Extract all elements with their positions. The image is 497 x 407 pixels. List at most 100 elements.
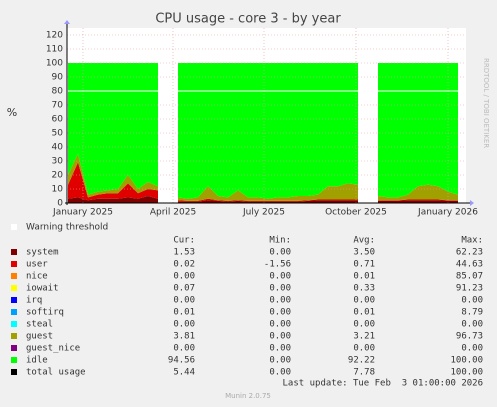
legend-name: total usage (26, 368, 86, 378)
y-tick-label: 120 (46, 31, 63, 41)
legend-value: 0.00 (173, 272, 195, 282)
legend-value: 0.00 (269, 296, 291, 306)
legend-value: 100.00 (450, 356, 483, 366)
area (378, 184, 458, 201)
legend-value: 0.33 (353, 284, 375, 294)
legend-swatch (11, 321, 17, 327)
legend-value: 3.21 (353, 332, 375, 342)
legend-name: guest_nice (26, 344, 80, 354)
legend-swatch (11, 357, 17, 363)
legend-value: 0.07 (173, 284, 195, 294)
axis-arrow (470, 200, 474, 206)
legend-value: 44.63 (456, 260, 483, 270)
legend-header: Max: (461, 236, 483, 246)
legend-header: Min: (269, 236, 291, 246)
legend-swatch (11, 297, 17, 303)
legend-value: 0.00 (353, 296, 375, 306)
legend-value: 94.56 (168, 356, 195, 366)
legend-value: 3.50 (353, 248, 375, 258)
last-update: Last update: Tue Feb 3 01:00:00 2026 (283, 379, 483, 389)
x-tick-label: January 2025 (52, 208, 113, 218)
legend-value: 0.00 (269, 248, 291, 258)
y-tick-label: 50 (52, 129, 64, 139)
legend-value: 91.23 (456, 284, 483, 294)
legend-value: 7.78 (353, 368, 375, 378)
legend-value: 8.79 (461, 308, 483, 318)
legend-value: 5.44 (173, 368, 195, 378)
legend-header: Cur: (173, 236, 195, 246)
y-tick-label: 60 (52, 115, 64, 125)
area (378, 199, 458, 201)
legend-value: -1.56 (264, 260, 291, 270)
legend-name: guest (26, 332, 53, 342)
legend-value: 85.07 (456, 272, 483, 282)
legend-swatch (11, 345, 17, 351)
legend-value: 0.00 (269, 320, 291, 330)
area (68, 196, 158, 203)
legend-value: 62.23 (456, 248, 483, 258)
legend-value: 96.73 (456, 332, 483, 342)
y-tick-label: 30 (52, 157, 64, 167)
legend-value: 0.01 (173, 308, 195, 318)
legend-value: 3.81 (173, 332, 195, 342)
legend-swatch (11, 369, 17, 375)
legend-header: Avg: (353, 236, 375, 246)
legend-swatch (11, 249, 17, 255)
legend-value: 0.02 (173, 260, 195, 270)
area (378, 63, 458, 198)
legend-name: irq (26, 296, 42, 306)
axis-arrow (64, 20, 70, 24)
legend-value: 92.22 (348, 356, 375, 366)
legend-value: 0.00 (461, 344, 483, 354)
y-tick-label: 70 (52, 101, 64, 111)
legend-name: nice (26, 272, 48, 282)
legend-value: 0.00 (353, 320, 375, 330)
area (178, 198, 358, 202)
watermark: RRDTOOL / TOBI OETIKER (482, 58, 490, 148)
legend-name: steal (26, 320, 53, 330)
legend-value: 0.00 (173, 296, 195, 306)
legend-value: 0.00 (461, 320, 483, 330)
legend-value: 0.00 (269, 284, 291, 294)
area (68, 63, 158, 195)
legend-value: 0.00 (269, 332, 291, 342)
y-tick-label: 110 (46, 45, 63, 55)
legend-value: 0.00 (269, 272, 291, 282)
y-tick-label: 40 (52, 143, 64, 153)
legend-swatch (11, 273, 17, 279)
y-axis-label: % (7, 106, 17, 119)
x-tick-label: July 2025 (242, 208, 285, 218)
legend-value: 0.00 (173, 344, 195, 354)
y-tick-label: 90 (52, 73, 64, 83)
legend-swatch (11, 333, 17, 339)
y-tick-label: 20 (52, 171, 64, 181)
legend-name: softirq (26, 308, 64, 318)
y-tick-label: 0 (57, 199, 63, 209)
legend-swatch (11, 285, 17, 291)
legend-value: 100.00 (450, 368, 483, 378)
x-tick-label: October 2025 (325, 208, 387, 218)
area (178, 63, 358, 199)
warning-label: Warning threshold (26, 223, 108, 233)
legend-swatch (11, 309, 17, 315)
legend-name: idle (26, 356, 48, 366)
legend-value: 0.01 (353, 308, 375, 318)
legend-value: 1.53 (173, 248, 195, 258)
legend-name: iowait (26, 284, 59, 294)
legend-value: 0.00 (173, 320, 195, 330)
legend-value: 0.00 (353, 344, 375, 354)
legend-value: 0.00 (461, 296, 483, 306)
legend-swatch (11, 261, 17, 267)
legend-value: 0.00 (269, 368, 291, 378)
legend-value: 0.00 (269, 356, 291, 366)
x-tick-label: January 2026 (417, 208, 478, 218)
version: Munin 2.0.75 (225, 392, 271, 400)
area (178, 183, 358, 201)
legend-name: user (26, 260, 48, 270)
legend-value: 0.71 (353, 260, 375, 270)
area (68, 154, 158, 198)
legend-value: 0.00 (269, 308, 291, 318)
chart-title: CPU usage - core 3 - by year (155, 12, 341, 27)
